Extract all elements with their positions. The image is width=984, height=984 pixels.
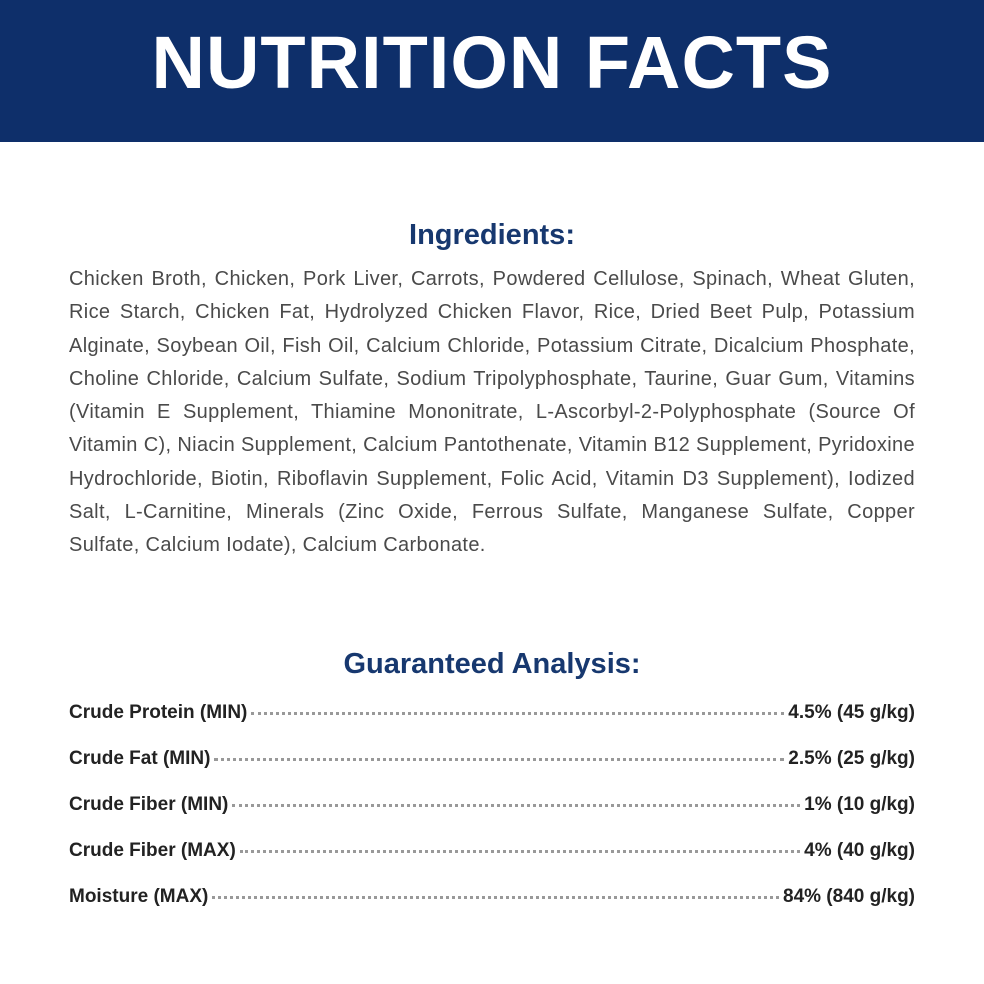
analysis-row: Crude Fiber (MAX) 4% (40 g/kg)	[69, 840, 915, 886]
row-label: Crude Fiber (MIN)	[69, 794, 229, 815]
dot-leader	[251, 712, 785, 715]
ingredients-heading: Ingredients:	[409, 219, 575, 251]
dot-leader	[239, 850, 801, 853]
analysis-row: Moisture (MAX) 84% (840 g/kg)	[69, 886, 915, 932]
row-label: Moisture (MAX)	[69, 886, 209, 907]
analysis-row: Crude Protein (MIN) 4.5% (45 g/kg)	[69, 702, 915, 748]
analysis-table: Crude Protein (MIN) 4.5% (45 g/kg) Crude F…	[69, 702, 915, 932]
row-value: 84% (840 g/kg)	[783, 886, 915, 907]
row-label: Crude Protein (MIN)	[69, 702, 248, 723]
row-value: 2.5% (25 g/kg)	[788, 748, 915, 769]
page-title: NUTRITION FACTS	[151, 21, 833, 104]
analysis-row: Crude Fat (MIN) 2.5% (25 g/kg)	[69, 748, 915, 794]
analysis-row: Crude Fiber (MIN) 1% (10 g/kg)	[69, 794, 915, 840]
row-label: Crude Fiber (MAX)	[69, 840, 236, 861]
analysis-heading: Guaranteed Analysis:	[343, 648, 641, 680]
dot-leader	[212, 896, 779, 899]
dot-leader	[214, 758, 785, 761]
ingredients-text: Chicken Broth, Chicken, Pork Liver, Carr…	[69, 268, 915, 557]
row-value: 4% (40 g/kg)	[804, 840, 915, 861]
header-band: NUTRITION FACTS	[0, 0, 984, 142]
dot-leader	[232, 804, 801, 807]
row-value: 1% (10 g/kg)	[804, 794, 915, 815]
row-value: 4.5% (45 g/kg)	[788, 702, 915, 723]
row-label: Crude Fat (MIN)	[69, 748, 211, 769]
